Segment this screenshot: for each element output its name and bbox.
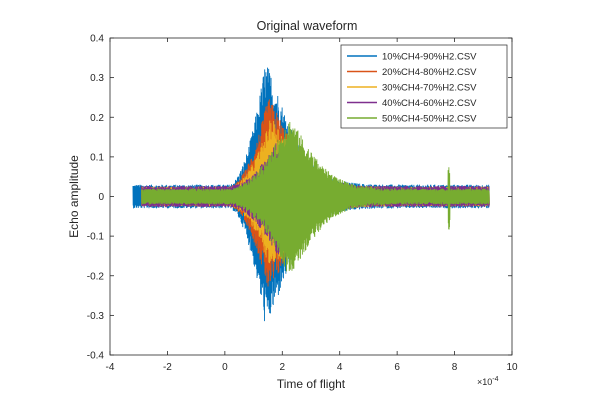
x-tick-label: -4 [106, 362, 115, 373]
x-axis-exponent-power: -4 [492, 376, 498, 383]
x-axis-exponent-base: ×10 [477, 377, 492, 387]
y-tick-label: 0.3 [90, 73, 104, 84]
legend-entry: 10%CH4-90%H2.CSV [382, 52, 477, 63]
x-tick-label: 8 [452, 362, 458, 373]
x-tick-label: -2 [163, 362, 172, 373]
legend-entry: 50%CH4-50%H2.CSV [382, 114, 477, 125]
legend: 10%CH4-90%H2.CSV 20%CH4-80%H2.CSV 30%CH4-7… [340, 44, 508, 129]
x-axis-label: Time of flight [277, 377, 346, 391]
y-axis-ticks: -0.4 -0.3 -0.2 -0.1 0 0.1 0.2 0.3 0.4 [87, 34, 512, 362]
x-tick-label: 0 [222, 362, 228, 373]
chart-title: Original waveform [257, 19, 358, 33]
y-tick-label: 0.2 [90, 113, 104, 124]
legend-entry: 20%CH4-80%H2.CSV [382, 67, 477, 78]
y-tick-label: 0.4 [90, 34, 104, 45]
y-tick-label: 0.1 [90, 152, 104, 163]
y-axis-label: Echo amplitude [67, 155, 81, 238]
y-tick-label: -0.3 [87, 311, 105, 322]
y-tick-label: -0.1 [87, 232, 105, 243]
x-tick-label: 10 [506, 362, 518, 373]
y-tick-label: 0 [98, 192, 104, 203]
x-axis-exponent: ×10-4 [477, 376, 499, 387]
y-tick-label: -0.4 [87, 351, 105, 362]
x-axis-ticks: -4 -2 0 2 4 6 8 10 [106, 38, 518, 373]
series-layer [132, 67, 490, 322]
x-tick-label: 4 [337, 362, 343, 373]
x-tick-label: 6 [394, 362, 400, 373]
legend-entry: 40%CH4-60%H2.CSV [382, 98, 477, 109]
y-tick-label: -0.2 [87, 271, 105, 282]
x-tick-label: 2 [280, 362, 286, 373]
legend-entry: 30%CH4-70%H2.CSV [382, 83, 477, 94]
series-5 [141, 122, 490, 272]
series-line [141, 122, 490, 272]
